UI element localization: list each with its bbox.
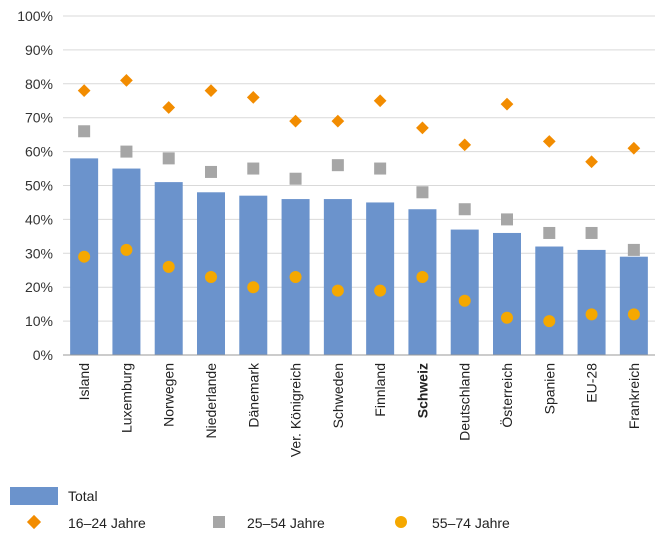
marker-25-54 [78,125,91,138]
bar-total [450,229,479,355]
x-category-label: Schweiz [414,363,430,418]
x-category-label: Österreich [498,363,515,428]
y-tick-label: 50% [25,178,53,194]
bar-total [619,256,648,355]
legend-55-74-marker [395,516,407,528]
grid-lines [63,15,655,322]
legend: Total 16–24 Jahre 25–54 Jahre 55–74 Jahr… [10,487,510,531]
marker-55-74 [458,294,471,307]
x-category-label: Norwegen [161,363,177,427]
marker-16-24 [458,138,472,152]
marker-25-54 [247,162,260,175]
y-tick-label: 20% [25,279,53,295]
marker-55-74 [162,260,175,273]
marker-16-24 [500,97,514,111]
y-tick-label: 40% [25,211,53,227]
marker-16-24 [204,84,218,97]
legend-total-label: Total [68,488,98,504]
marker-25-54 [331,159,344,172]
x-category-label: Ver. Königreich [288,363,304,457]
marker-55-74 [585,308,598,321]
x-category-label: Island [76,363,92,400]
marker-25-54 [162,152,175,165]
y-tick-label: 0% [33,347,53,363]
y-tick-label: 10% [25,313,53,329]
marker-55-74 [416,271,429,284]
legend-55-74-label: 55–74 Jahre [432,515,510,531]
marker-16-24 [542,135,556,148]
bar-total [535,246,564,355]
x-category-label: Luxemburg [118,363,134,433]
marker-25-54 [205,165,217,178]
y-tick-label: 80% [25,76,53,92]
markers-25-54 [78,125,640,256]
marker-16-24 [120,74,133,87]
x-category-label: Spanien [541,363,557,414]
bar-total [366,202,395,355]
markers-16-24 [77,74,641,169]
marker-25-54 [374,162,387,175]
y-tick-label: 90% [25,42,53,58]
marker-55-74 [120,243,133,256]
marker-25-54 [627,243,640,256]
markers-55-74 [78,243,640,328]
marker-25-54 [501,213,513,226]
x-category-label: Schweden [330,363,346,428]
marker-25-54 [458,203,471,216]
marker-25-54 [543,226,556,239]
marker-55-74 [78,250,91,263]
legend-16-24-marker [26,514,42,530]
legend-25-54-label: 25–54 Jahre [247,515,325,531]
y-tick-label: 100% [17,8,53,24]
bar-total [577,249,606,355]
marker-25-54 [120,145,133,158]
bar-total [493,232,521,355]
marker-25-54 [289,172,302,185]
y-axis-ticks: 0% 10% 20% 30% 40% 50% 60% 70% 80% 90% 100% [17,8,53,363]
marker-55-74 [374,284,387,297]
marker-55-74 [247,281,260,294]
marker-55-74 [543,315,556,328]
bar-total [239,195,268,355]
x-axis-categories: Island Luxemburg Norwegen Niederlande Dänema… [76,362,642,457]
marker-16-24 [77,84,91,97]
legend-16-24-label: 16–24 Jahre [68,515,146,531]
marker-55-74 [289,271,302,284]
marker-25-54 [416,186,429,199]
y-tick-label: 60% [25,144,53,160]
bars-total [70,158,648,355]
marker-16-24 [162,101,176,114]
marker-55-74 [627,308,640,321]
bar-total [323,199,352,355]
x-category-label: EU-28 [584,363,600,403]
marker-16-24 [289,114,302,128]
marker-16-24 [585,155,598,169]
x-category-label: Dänemark [245,362,261,428]
marker-16-24 [416,121,429,135]
marker-16-24 [331,114,345,128]
marker-25-54 [585,226,598,239]
y-tick-label: 70% [25,110,53,126]
marker-55-74 [501,311,513,324]
marker-16-24 [246,90,260,104]
marker-55-74 [331,284,344,297]
legend-25-54-marker [213,516,225,528]
x-category-label: Frankreich [626,363,642,429]
legend-total-swatch [10,487,58,505]
bar-total [112,168,141,355]
x-category-label: Niederlande [203,363,219,439]
marker-16-24 [373,94,387,108]
x-category-label: Finnland [372,363,388,417]
x-category-label: Deutschland [457,363,473,441]
y-tick-label: 30% [25,245,53,261]
marker-16-24 [627,141,641,155]
marker-55-74 [205,271,217,284]
